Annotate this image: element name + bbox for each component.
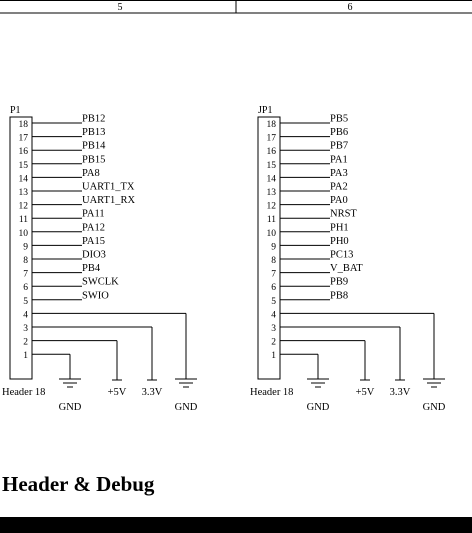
net-label: V_BAT (330, 263, 363, 274)
net-label: PA1 (330, 154, 348, 165)
pin-number: 2 (23, 338, 28, 348)
pin-number: 17 (267, 134, 277, 144)
top-border: 5 6 (0, 0, 472, 14)
pin-number: 4 (271, 310, 276, 320)
net-label: PC13 (330, 250, 353, 261)
net-label: PA12 (82, 222, 105, 233)
net-label: PH0 (330, 236, 349, 247)
pin-number: 15 (267, 161, 277, 171)
pin-number: 7 (271, 270, 276, 280)
pin-number: 10 (19, 229, 29, 239)
pin-number: 10 (267, 229, 277, 239)
gnd-label: GND (423, 402, 446, 413)
vcc33-label: 3.3V (142, 387, 163, 398)
net-label: PA3 (330, 168, 348, 179)
section-title: Header & Debug (2, 472, 155, 496)
pin-number: 15 (19, 161, 29, 171)
pin-number: 12 (267, 202, 277, 212)
net-label: PB6 (330, 127, 348, 138)
pin-number: 3 (271, 324, 276, 334)
net-label: PA2 (330, 182, 348, 193)
vcc33-label: 3.3V (390, 387, 411, 398)
pin-number: 16 (19, 147, 29, 157)
vcc5-label: +5V (356, 387, 375, 398)
pin-number: 14 (267, 174, 277, 184)
pin-number: 18 (267, 120, 277, 130)
connector-jp1: JP118PB517PB616PB715PA114PA313PA212PA011… (250, 105, 446, 413)
net-label: PB8 (330, 290, 348, 301)
net-label: DIO3 (82, 250, 106, 261)
gnd-label: GND (175, 402, 198, 413)
pin-number: 9 (271, 242, 276, 252)
part-name: Header 18 (250, 387, 293, 398)
pin-number: 12 (19, 202, 29, 212)
net-label: NRST (330, 209, 357, 220)
pin-number: 16 (267, 147, 277, 157)
net-label: PH1 (330, 222, 349, 233)
net-label: PB13 (82, 127, 105, 138)
designator: JP1 (258, 105, 272, 116)
net-label: PA11 (82, 209, 105, 220)
net-label: PB15 (82, 154, 105, 165)
pin-number: 5 (271, 297, 276, 307)
pin-number: 14 (19, 174, 29, 184)
part-name: Header 18 (2, 387, 45, 398)
pin-number: 8 (23, 256, 28, 266)
pin-number: 7 (23, 270, 28, 280)
connector-body (9, 116, 33, 380)
net-label: PA15 (82, 236, 105, 247)
pin-number: 3 (23, 324, 28, 334)
pin-number: 1 (271, 351, 276, 361)
gnd-label: GND (59, 402, 82, 413)
pin-number: 1 (23, 351, 28, 361)
net-label: PB4 (82, 263, 101, 274)
pin-number: 13 (267, 188, 277, 198)
zone-label-5: 5 (118, 2, 123, 13)
bottom-border (0, 517, 472, 533)
net-label: PA0 (330, 195, 348, 206)
net-label: SWCLK (82, 277, 119, 288)
pin-number: 6 (271, 283, 276, 293)
net-label: PB12 (82, 114, 105, 125)
designator: P1 (10, 105, 21, 116)
pin-number: 17 (19, 134, 29, 144)
net-label: PB14 (82, 141, 106, 152)
net-label: SWIO (82, 290, 109, 301)
net-label: UART1_TX (82, 182, 135, 193)
pin-number: 11 (19, 215, 28, 225)
pin-number: 18 (19, 120, 29, 130)
pin-number: 8 (271, 256, 276, 266)
pin-number: 4 (23, 310, 28, 320)
net-label: UART1_RX (82, 195, 135, 206)
net-label: PB7 (330, 141, 348, 152)
net-label: PB9 (330, 277, 348, 288)
vcc5-label: +5V (108, 387, 127, 398)
pin-number: 2 (271, 338, 276, 348)
net-label: PA8 (82, 168, 100, 179)
pin-number: 6 (23, 283, 28, 293)
pin-number: 9 (23, 242, 28, 252)
zone-label-6: 6 (348, 2, 353, 13)
connector-p1: P118PB1217PB1316PB1415PB1514PA813UART1_T… (2, 105, 198, 413)
connector-body (257, 116, 281, 380)
pin-number: 13 (19, 188, 29, 198)
pin-number: 5 (23, 297, 28, 307)
gnd-label: GND (307, 402, 330, 413)
pin-number: 11 (267, 215, 276, 225)
net-label: PB5 (330, 114, 348, 125)
